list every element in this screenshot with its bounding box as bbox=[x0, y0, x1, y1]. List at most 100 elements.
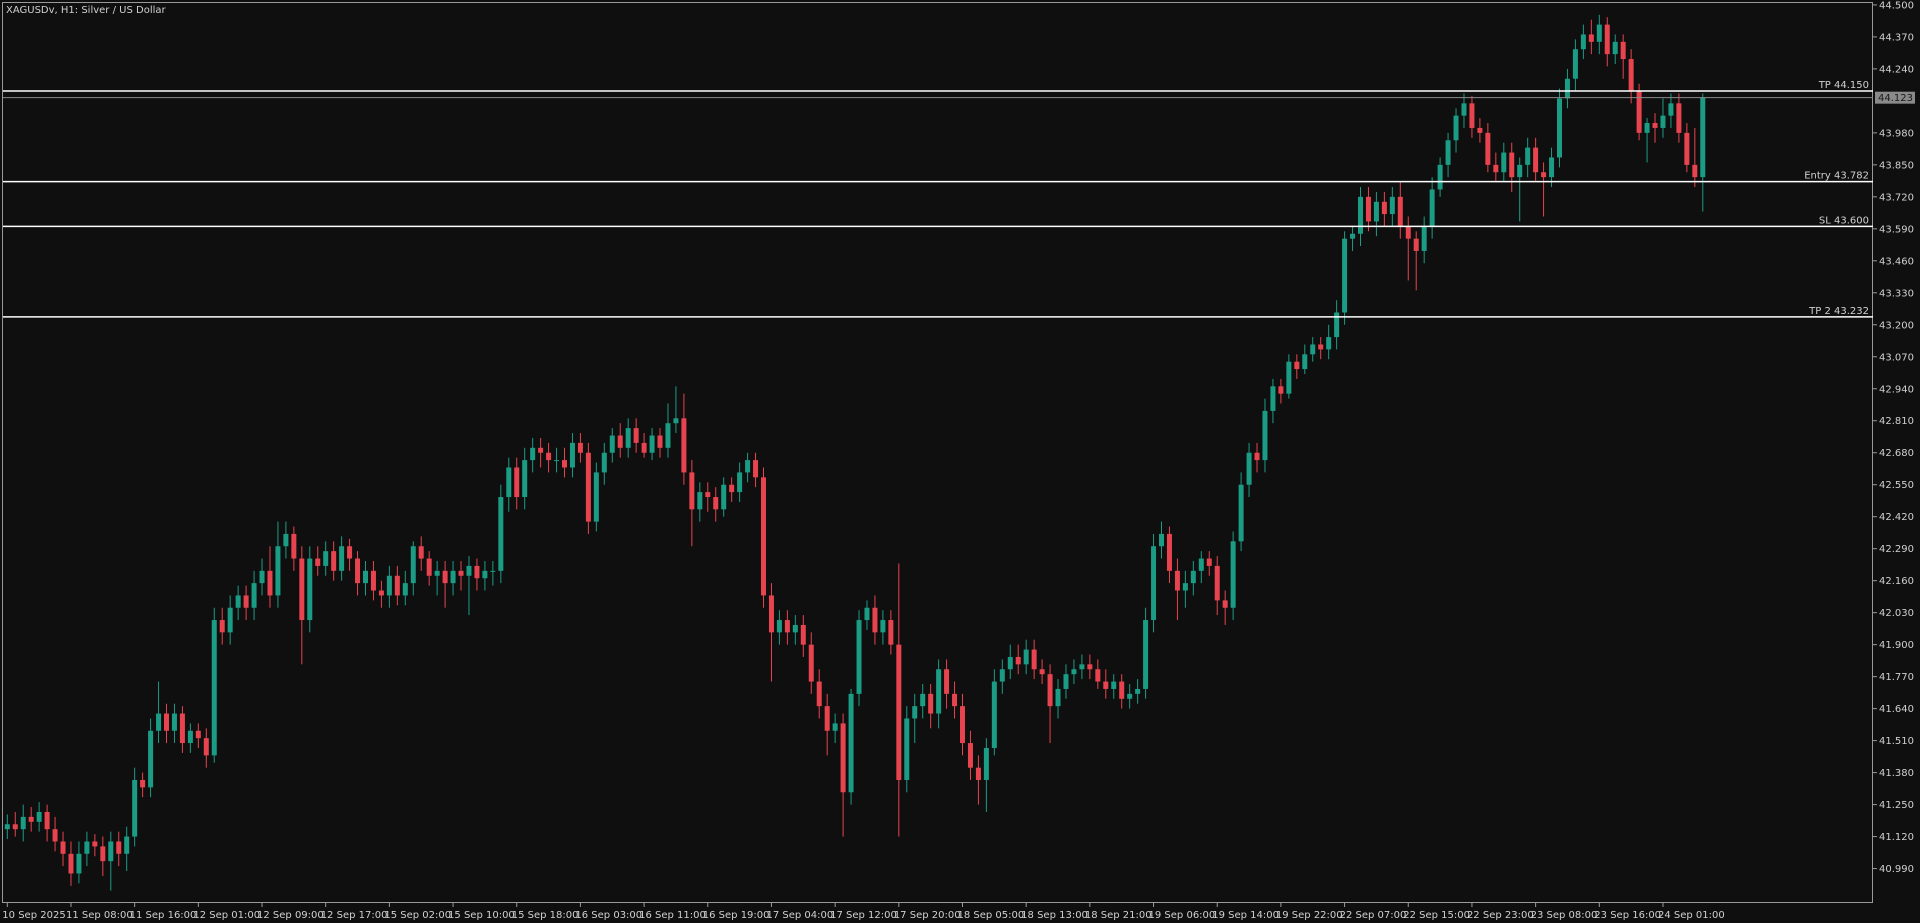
candle-body bbox=[1429, 189, 1435, 227]
candle-body bbox=[195, 730, 201, 739]
candle-body bbox=[100, 846, 106, 862]
candle-body bbox=[745, 460, 751, 473]
candle-body bbox=[1342, 238, 1348, 313]
y-tick-label: 41.640 bbox=[1879, 704, 1914, 715]
candle-body bbox=[1214, 565, 1220, 601]
candle-body bbox=[673, 418, 679, 424]
candle-body bbox=[983, 747, 989, 780]
x-tick-label: 11 Sep 16:00 bbox=[130, 910, 197, 921]
candle-body bbox=[1095, 669, 1101, 682]
candle-body bbox=[721, 484, 727, 510]
candle-body bbox=[386, 575, 392, 596]
candle-body bbox=[1557, 98, 1562, 158]
candle-body bbox=[816, 681, 822, 707]
candle-body bbox=[267, 570, 273, 596]
y-tick-label: 42.030 bbox=[1879, 608, 1914, 619]
candle-body bbox=[1612, 41, 1618, 55]
candle-body bbox=[68, 853, 74, 874]
candle-body bbox=[633, 428, 639, 443]
x-tick-label: 12 Sep 09:00 bbox=[257, 910, 324, 921]
candle-body bbox=[434, 570, 440, 576]
candle-body bbox=[315, 558, 321, 566]
y-tick-label: 43.590 bbox=[1879, 224, 1914, 235]
candle-body bbox=[991, 681, 997, 748]
candle-body bbox=[705, 492, 711, 498]
candle-body bbox=[514, 467, 520, 498]
candle-body bbox=[307, 558, 313, 621]
candle-body bbox=[888, 620, 894, 645]
candle-body bbox=[1437, 164, 1443, 190]
chart-title: XAGUSDv, H1: Silver / US Dollar bbox=[6, 5, 166, 16]
candle-body bbox=[1636, 91, 1642, 133]
candle-body bbox=[1270, 386, 1276, 411]
candle-body bbox=[60, 841, 66, 854]
x-tick-label: 11 Sep 08:00 bbox=[66, 910, 133, 921]
candle-body bbox=[625, 428, 631, 448]
candle-body bbox=[363, 570, 368, 584]
x-tick-label: 15 Sep 02:00 bbox=[384, 910, 451, 921]
candle-body bbox=[848, 693, 854, 793]
candle-body bbox=[1580, 34, 1586, 50]
candle-body bbox=[1660, 115, 1666, 128]
candle-body bbox=[904, 718, 910, 780]
candle-body bbox=[808, 644, 814, 682]
candle-body bbox=[1533, 147, 1539, 173]
candle-body bbox=[832, 723, 838, 731]
candle-body bbox=[601, 452, 607, 473]
candle-body bbox=[776, 620, 782, 633]
x-tick-label: 22 Sep 15:00 bbox=[1403, 910, 1470, 921]
candle-body bbox=[148, 730, 154, 788]
candle-body bbox=[1198, 558, 1204, 571]
y-tick-label: 43.850 bbox=[1879, 160, 1914, 171]
candle-body bbox=[1127, 693, 1133, 699]
candle-body bbox=[1373, 201, 1379, 222]
x-tick-label: 19 Sep 22:00 bbox=[1276, 910, 1343, 921]
candle-body bbox=[450, 570, 456, 584]
x-tick-label: 24 Sep 01:00 bbox=[1658, 910, 1725, 921]
x-tick-label: 17 Sep 04:00 bbox=[766, 910, 833, 921]
y-tick-label: 41.900 bbox=[1879, 640, 1914, 651]
candle-body bbox=[211, 620, 217, 756]
candle-body bbox=[1015, 656, 1021, 665]
candle-body bbox=[1381, 201, 1387, 215]
candle-body bbox=[530, 447, 536, 461]
candle-body bbox=[1047, 674, 1053, 707]
candle-body bbox=[4, 824, 10, 830]
candle-body bbox=[737, 472, 743, 493]
x-tick-label: 18 Sep 13:00 bbox=[1021, 910, 1088, 921]
candle-body bbox=[36, 811, 42, 822]
candle-body bbox=[1151, 546, 1157, 621]
x-tick-label: 19 Sep 14:00 bbox=[1212, 910, 1279, 921]
candle-body bbox=[538, 447, 544, 453]
candle-body bbox=[1087, 664, 1093, 670]
candle-body bbox=[936, 669, 942, 714]
candle-body bbox=[864, 607, 870, 621]
candle-body bbox=[1477, 127, 1483, 133]
candle-body bbox=[1676, 103, 1682, 133]
candle-body bbox=[1230, 541, 1236, 608]
x-tick-label: 22 Sep 07:00 bbox=[1340, 910, 1407, 921]
y-tick-label: 41.770 bbox=[1879, 672, 1914, 683]
candle-body bbox=[1182, 583, 1188, 591]
candle-body bbox=[1469, 103, 1475, 128]
candle-body bbox=[116, 841, 122, 854]
candle-body bbox=[1525, 147, 1531, 165]
candle-body bbox=[458, 570, 464, 576]
candle-body bbox=[299, 558, 305, 621]
candle-body bbox=[569, 442, 575, 468]
candle-body bbox=[339, 546, 345, 571]
candle-body bbox=[1517, 164, 1523, 178]
candle-body bbox=[1485, 132, 1491, 165]
candle-body bbox=[1509, 152, 1515, 178]
x-tick-label: 15 Sep 10:00 bbox=[448, 910, 515, 921]
candle-body bbox=[753, 460, 759, 478]
candle-body bbox=[944, 669, 950, 694]
candle-body bbox=[1039, 669, 1045, 675]
price-level-label: TP 44.150 bbox=[1818, 80, 1869, 91]
y-tick-label: 44.500 bbox=[1879, 0, 1914, 11]
candle-body bbox=[243, 595, 249, 608]
candle-body bbox=[657, 435, 663, 448]
candle-body bbox=[1159, 533, 1164, 547]
